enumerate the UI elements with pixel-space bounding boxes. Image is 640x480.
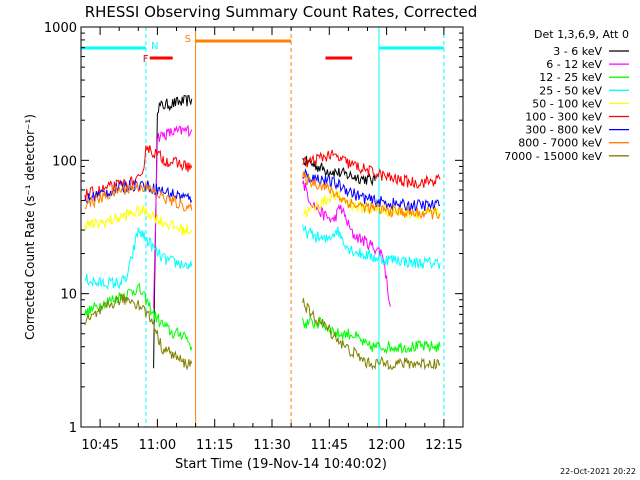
- series-line: [153, 124, 193, 309]
- flag-label: S: [185, 34, 191, 45]
- series-line: [84, 204, 193, 236]
- legend-title: Det 1,3,6,9, Att 0: [534, 28, 629, 41]
- x-tick-label: 11:45: [311, 438, 348, 453]
- series-line: [302, 155, 376, 187]
- x-tick-label: 11:00: [139, 438, 176, 453]
- series-line: [84, 292, 193, 371]
- series-line: [302, 168, 441, 213]
- y-tick-label: 1000: [44, 21, 77, 36]
- y-tick-label: 10: [60, 288, 77, 303]
- series-line: [302, 315, 441, 355]
- series-line: [302, 298, 441, 371]
- legend-label: 7000 - 15000 keV: [504, 150, 602, 163]
- x-tick-label: 12:15: [425, 438, 462, 453]
- legend-label: 25 - 50 keV: [539, 84, 602, 97]
- series-line: [84, 282, 193, 351]
- chart-title: RHESSI Observing Summary Count Rates, Co…: [85, 3, 478, 21]
- plot-content: NF S: [81, 27, 445, 427]
- plot-frame: [80, 26, 464, 428]
- x-axis-label: Start Time (19-Nov-14 10:40:02): [175, 457, 387, 472]
- legend-label: 300 - 800 keV: [525, 124, 602, 137]
- y-axis: 1 10 100 1000: [44, 21, 463, 436]
- legend-label: 800 - 7000 keV: [518, 137, 602, 150]
- series-line: [84, 145, 193, 201]
- flag-label: F: [143, 54, 149, 65]
- series-line: [302, 149, 441, 189]
- series-line: [302, 188, 441, 220]
- legend-label: 3 - 6 keV: [553, 45, 602, 58]
- x-axis: 10:45 11:00 11:15 11:30 11:45 12:00 12:15: [80, 27, 464, 453]
- y-axis-label: Corrected Count Rate (s⁻¹ detector⁻¹): [23, 114, 37, 340]
- x-tick-label: 11:15: [196, 438, 233, 453]
- series-line: [302, 171, 441, 220]
- y-tick-label: 1: [69, 421, 77, 436]
- flag-label: N: [151, 41, 158, 52]
- y-tick-label: 100: [52, 154, 77, 169]
- x-tick-label: 11:30: [253, 438, 290, 453]
- x-tick-label: 12:00: [368, 438, 405, 453]
- series-line: [84, 180, 193, 212]
- legend-label: 12 - 25 keV: [539, 71, 602, 84]
- legend-label: 100 - 300 keV: [525, 111, 602, 124]
- series-line: [153, 95, 193, 369]
- series-line: [302, 180, 391, 307]
- x-tick-label: 10:45: [81, 438, 118, 453]
- legend-label: 6 - 12 keV: [546, 58, 602, 71]
- series-line: [302, 224, 441, 269]
- legend-label: 50 - 100 keV: [532, 97, 602, 110]
- series-line: [84, 227, 193, 290]
- footer-timestamp: 22-Oct-2021 20:22: [560, 467, 636, 476]
